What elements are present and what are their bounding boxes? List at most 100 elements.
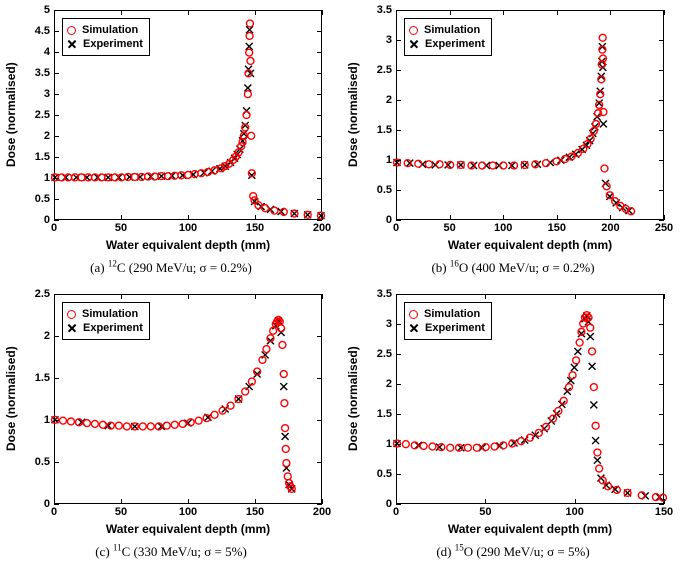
sim-point bbox=[165, 173, 172, 180]
y-tick-label: 3 bbox=[10, 88, 50, 100]
sim-point bbox=[479, 162, 486, 169]
sim-point bbox=[163, 422, 170, 429]
sim-point bbox=[420, 442, 427, 449]
sim-point bbox=[447, 444, 454, 451]
y-tick-label: 1.5 bbox=[352, 408, 392, 420]
sim-point bbox=[255, 202, 262, 209]
x-tick bbox=[322, 499, 323, 504]
sim-point bbox=[587, 324, 594, 331]
y-tick bbox=[317, 420, 322, 421]
sim-point bbox=[281, 400, 288, 407]
y-tick-label: 1 bbox=[10, 414, 50, 426]
sim-point bbox=[402, 441, 409, 448]
legend-label: Experiment bbox=[83, 37, 143, 51]
x-tick bbox=[188, 294, 189, 299]
legend-marker-circle-icon bbox=[409, 310, 418, 319]
panel-caption: (d) 15O (290 MeV/u; σ = 5%) bbox=[342, 544, 684, 560]
sim-point bbox=[429, 443, 436, 450]
y-axis-label: Dose (normalised) bbox=[4, 294, 24, 504]
legend-label: Simulation bbox=[424, 23, 480, 37]
sim-point bbox=[491, 443, 498, 450]
sim-point bbox=[246, 32, 253, 39]
y-tick bbox=[659, 130, 664, 131]
x-tick-label: 50 bbox=[115, 222, 127, 234]
legend: SimulationExperiment bbox=[62, 18, 150, 56]
x-tick bbox=[450, 215, 451, 220]
y-tick bbox=[396, 160, 401, 161]
y-tick-label: 1 bbox=[352, 438, 392, 450]
sim-point bbox=[415, 160, 422, 167]
y-tick-label: 2.5 bbox=[10, 109, 50, 121]
legend-label: Experiment bbox=[425, 37, 485, 51]
panel-d: SimulationExperimentDose (normalised)Wat… bbox=[342, 284, 684, 568]
sim-point bbox=[489, 162, 496, 169]
y-tick bbox=[317, 220, 322, 221]
y-tick bbox=[317, 10, 322, 11]
x-tick-label: 200 bbox=[313, 222, 331, 234]
legend-label: Simulation bbox=[82, 23, 138, 37]
sim-point bbox=[280, 371, 287, 378]
sim-point bbox=[138, 174, 145, 181]
sim-point bbox=[244, 91, 251, 98]
sim-point bbox=[576, 339, 583, 346]
caption-prefix: (b) bbox=[431, 260, 449, 275]
sim-point bbox=[555, 407, 562, 414]
y-tick bbox=[396, 100, 401, 101]
legend-item: Simulation bbox=[409, 23, 485, 37]
y-tick-label: 2.5 bbox=[352, 348, 392, 360]
sim-point bbox=[263, 346, 270, 353]
y-tick bbox=[317, 178, 322, 179]
legend-item: Experiment bbox=[67, 37, 143, 51]
x-tick bbox=[322, 215, 323, 220]
figure: SimulationExperimentDose (normalised)Wat… bbox=[0, 0, 685, 568]
x-tick bbox=[503, 10, 504, 15]
y-tick-label: 0 bbox=[10, 214, 50, 226]
x-tick-label: 0 bbox=[51, 222, 57, 234]
caption-mass-number: 12 bbox=[108, 259, 117, 269]
exp-point bbox=[574, 348, 581, 355]
legend-marker-x-icon bbox=[67, 323, 77, 333]
legend-marker-circle-icon bbox=[409, 26, 418, 35]
sim-point bbox=[573, 357, 580, 364]
y-tick bbox=[317, 52, 322, 53]
sim-point bbox=[151, 173, 158, 180]
exp-point bbox=[594, 457, 601, 464]
sim-point bbox=[279, 341, 286, 348]
y-tick bbox=[396, 474, 401, 475]
sim-point bbox=[139, 423, 146, 430]
legend-marker-x-icon bbox=[409, 39, 419, 49]
y-tick-label: 2.5 bbox=[352, 64, 392, 76]
legend-item: Simulation bbox=[67, 23, 143, 37]
y-tick bbox=[317, 378, 322, 379]
x-tick bbox=[664, 294, 665, 299]
legend-item: Simulation bbox=[67, 307, 143, 321]
sim-point bbox=[91, 420, 98, 427]
y-tick bbox=[317, 199, 322, 200]
y-tick-label: 1.5 bbox=[10, 372, 50, 384]
legend-label: Experiment bbox=[83, 321, 143, 335]
y-tick bbox=[396, 190, 401, 191]
y-tick bbox=[317, 73, 322, 74]
y-tick bbox=[659, 294, 664, 295]
y-tick bbox=[54, 336, 59, 337]
y-tick bbox=[659, 504, 664, 505]
legend-item: Experiment bbox=[409, 37, 485, 51]
x-tick bbox=[188, 215, 189, 220]
sim-point bbox=[67, 418, 74, 425]
y-tick bbox=[659, 190, 664, 191]
sim-point bbox=[464, 444, 471, 451]
x-tick-label: 0 bbox=[393, 222, 399, 234]
exp-point bbox=[592, 437, 599, 444]
sim-point bbox=[99, 421, 106, 428]
x-tick-label: 50 bbox=[479, 506, 491, 518]
x-tick bbox=[503, 215, 504, 220]
y-tick bbox=[396, 220, 401, 221]
sim-point bbox=[599, 34, 606, 41]
y-tick bbox=[659, 100, 664, 101]
sim-point bbox=[83, 420, 90, 427]
x-tick-label: 150 bbox=[246, 222, 264, 234]
panel-b: SimulationExperimentDose (normalised)Wat… bbox=[342, 0, 684, 284]
y-tick bbox=[396, 70, 401, 71]
sim-point bbox=[178, 172, 185, 179]
y-tick-label: 3.5 bbox=[10, 67, 50, 79]
